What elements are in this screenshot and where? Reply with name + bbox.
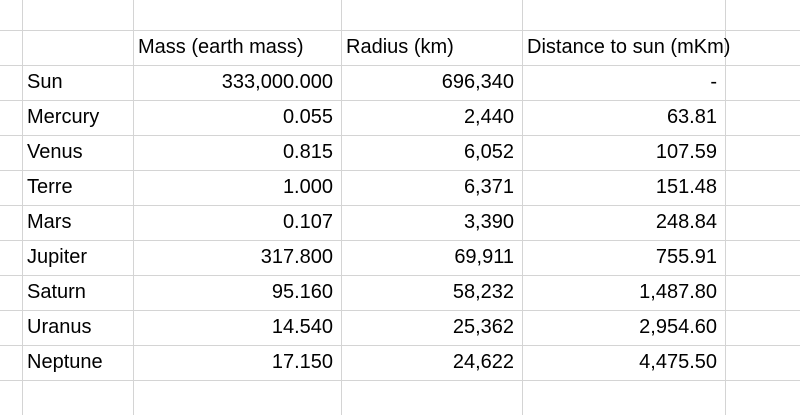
radius-cell[interactable]: 24,622 (452, 350, 514, 373)
row-divider (0, 380, 800, 381)
row-divider (0, 275, 800, 276)
mass-cell[interactable]: 14.540 (271, 315, 333, 338)
row-divider (0, 310, 800, 311)
row-divider (0, 345, 800, 346)
distance-cell[interactable]: 151.48 (655, 175, 717, 198)
radius-cell[interactable]: 6,052 (463, 140, 514, 163)
radius-cell[interactable]: 69,911 (454, 245, 514, 268)
row-divider (0, 30, 800, 31)
row-name-cell[interactable]: Sun (27, 70, 63, 93)
row-name-cell[interactable]: Saturn (27, 280, 86, 303)
row-divider (0, 135, 800, 136)
mass-cell[interactable]: 95.160 (271, 280, 333, 303)
row-divider (0, 65, 800, 66)
mass-cell[interactable]: 1.000 (282, 175, 333, 198)
radius-cell[interactable]: 58,232 (452, 280, 514, 303)
distance-cell[interactable]: 4,475.50 (639, 350, 717, 373)
distance-cell[interactable]: 755.91 (655, 245, 717, 268)
column-divider (22, 0, 23, 415)
row-divider (0, 170, 800, 171)
row-name-cell[interactable]: Uranus (27, 315, 92, 338)
row-divider (0, 205, 800, 206)
distance-cell[interactable]: 107.59 (655, 140, 717, 163)
row-divider (0, 100, 800, 101)
header-mass[interactable]: Mass (earth mass) (138, 35, 304, 58)
radius-cell[interactable]: 2,440 (463, 105, 514, 128)
radius-cell[interactable]: 3,390 (463, 210, 514, 233)
distance-cell[interactable]: 63.81 (666, 105, 717, 128)
distance-cell[interactable]: 248.84 (655, 210, 717, 233)
header-distance[interactable]: Distance to sun (mKm) (527, 35, 731, 58)
row-name-cell[interactable]: Venus (27, 140, 83, 163)
row-name-cell[interactable]: Terre (27, 175, 73, 198)
column-divider (341, 0, 342, 415)
row-name-cell[interactable]: Mercury (27, 105, 100, 128)
mass-cell[interactable]: 0.055 (282, 105, 333, 128)
mass-cell[interactable]: 317.800 (260, 245, 333, 268)
mass-cell[interactable]: 17.150 (271, 350, 333, 373)
row-name-cell[interactable]: Mars (27, 210, 72, 233)
distance-cell[interactable]: 2,954.60 (639, 315, 717, 338)
radius-cell[interactable]: 696,340 (441, 70, 514, 93)
header-radius[interactable]: Radius (km) (346, 35, 454, 58)
mass-cell[interactable]: 333,000.000 (221, 70, 333, 93)
mass-cell[interactable]: 0.815 (282, 140, 333, 163)
radius-cell[interactable]: 6,371 (463, 175, 514, 198)
row-divider (0, 240, 800, 241)
distance-cell[interactable]: 1,487.80 (639, 280, 717, 303)
row-name-cell[interactable]: Jupiter (27, 245, 88, 268)
row-name-cell[interactable]: Neptune (27, 350, 103, 373)
distance-cell[interactable]: - (710, 70, 717, 93)
radius-cell[interactable]: 25,362 (452, 315, 514, 338)
mass-cell[interactable]: 0.107 (282, 210, 333, 233)
column-divider (725, 0, 726, 415)
column-divider (133, 0, 134, 415)
column-divider (522, 0, 523, 415)
